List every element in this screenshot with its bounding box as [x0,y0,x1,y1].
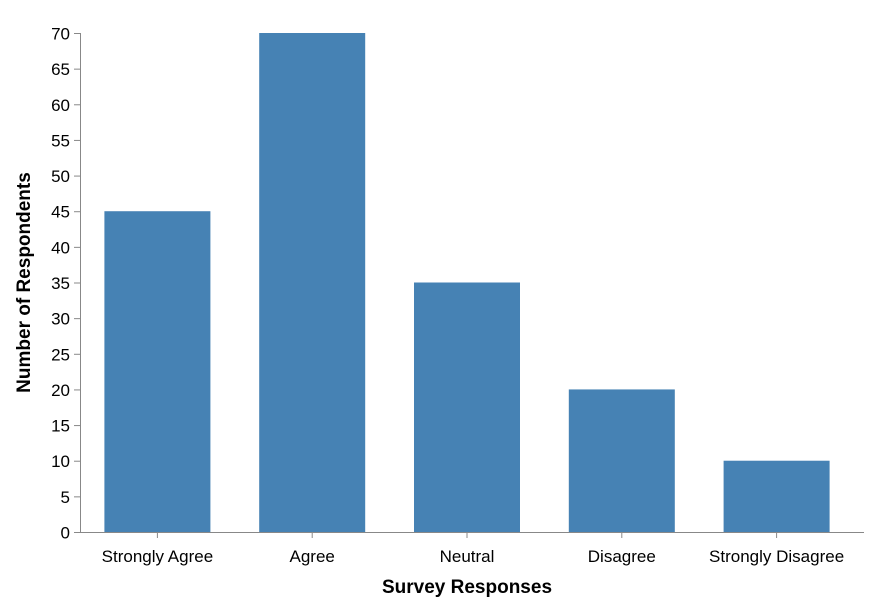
x-axis: Strongly Agree Agree Neutral Disagree Strong… [80,532,864,566]
bar-agree [259,33,366,532]
x-tick-label: Strongly Agree [102,547,214,566]
y-tick-label: 50 [51,167,70,186]
bar-neutral [414,282,520,532]
y-axis: 0 5 10 15 20 25 30 35 40 45 50 55 60 65 70 [51,25,81,543]
y-tick-label: 20 [51,381,70,400]
y-tick-label: 45 [51,203,70,222]
y-tick-label: 10 [51,452,70,471]
y-tick-label: 40 [51,238,70,257]
y-tick-label: 35 [51,274,70,293]
bar-strongly-agree [104,211,211,532]
x-tick-label: Neutral [440,547,495,566]
x-tick-label: Disagree [588,547,656,566]
y-tick-label: 55 [51,131,70,150]
y-tick-label: 0 [61,524,70,543]
y-tick-label: 70 [51,25,70,44]
y-tick-label: 65 [51,60,70,79]
bar-strongly-disagree [723,460,830,532]
bars-layer [104,33,830,532]
y-tick-label: 60 [51,96,70,115]
x-axis-title: Survey Responses [382,577,552,598]
x-tick-label: Agree [290,547,335,566]
bar-disagree [568,389,675,532]
y-axis-title: Number of Respondents [14,172,35,393]
y-tick-label: 5 [61,488,70,507]
x-tick-label: Strongly Disagree [709,547,844,566]
y-tick-label: 15 [51,417,70,436]
y-tick-label: 25 [51,345,70,364]
y-tick-label: 30 [51,310,70,329]
